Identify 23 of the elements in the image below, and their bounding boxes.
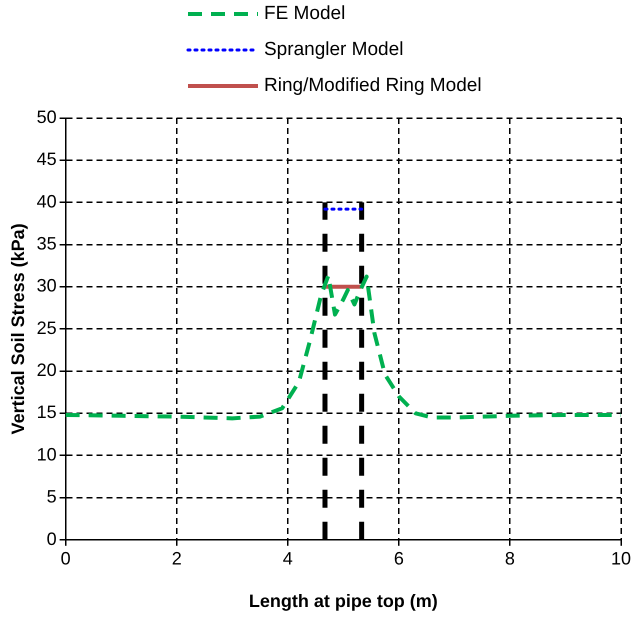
y-tick-label: 15: [36, 402, 57, 422]
y-tick-label: 35: [36, 234, 57, 254]
x-tick-label: 8: [504, 548, 515, 569]
y-axis-title: Vertical Soil Stress (kPa): [8, 223, 28, 434]
y-tick-label: 10: [36, 444, 57, 464]
x-tick-label: 10: [610, 548, 632, 569]
y-tick-label: 40: [36, 191, 57, 212]
x-tick-label: 6: [394, 548, 404, 569]
y-tick-label: 30: [36, 276, 57, 296]
line-series: [66, 274, 621, 420]
y-tick-label: 50: [36, 106, 57, 127]
x-axis-title: Length at pipe top (m): [248, 591, 438, 612]
y-tick-label: 20: [36, 360, 57, 380]
y-tick-label: 45: [36, 149, 57, 170]
x-tick-label: 0: [60, 548, 71, 569]
y-tick-label: 25: [36, 318, 57, 338]
legend-label: Ring/Modified Ring Model: [264, 75, 482, 96]
legend-label: FE Model: [264, 3, 346, 24]
y-tick-label: 0: [46, 528, 57, 549]
y-tick-label: 5: [46, 486, 57, 507]
x-tick-label: 4: [282, 548, 293, 569]
legend-label: Sprangler Model: [264, 39, 404, 60]
x-tick-label: 2: [172, 548, 182, 569]
